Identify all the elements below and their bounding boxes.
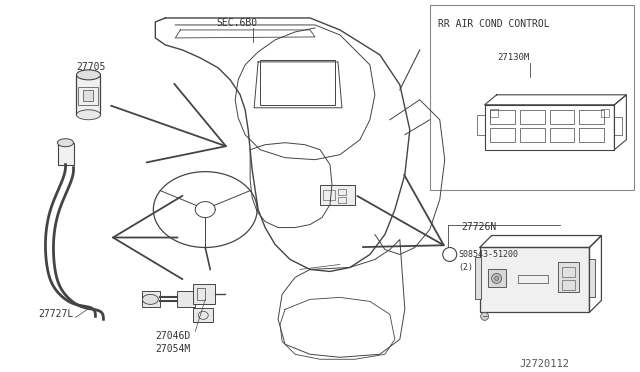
Bar (77, 75, 100, 115)
Ellipse shape (77, 70, 100, 80)
Bar (320, 185, 355, 205)
Bar (475, 257, 481, 299)
Text: SEC.6B0: SEC.6B0 (216, 18, 257, 28)
Ellipse shape (58, 139, 74, 147)
Text: 27130M: 27130M (498, 53, 530, 62)
Bar (490, 128, 515, 142)
Bar (561, 267, 575, 278)
Ellipse shape (492, 273, 502, 283)
Bar (323, 190, 335, 200)
Bar (550, 110, 575, 124)
Text: 27054M: 27054M (156, 344, 191, 354)
Bar (488, 269, 506, 288)
Bar (561, 280, 575, 291)
Text: 27705: 27705 (77, 62, 106, 72)
Bar (479, 247, 589, 312)
Text: 27727L: 27727L (38, 310, 74, 320)
Bar (602, 109, 609, 117)
Bar (58, 143, 74, 165)
Bar (430, 5, 634, 190)
Text: S08543-51200: S08543-51200 (459, 250, 518, 259)
Text: 27046D: 27046D (156, 331, 191, 341)
Text: RR AIR COND CONTROL: RR AIR COND CONTROL (438, 19, 549, 29)
Bar (518, 275, 548, 283)
Bar (557, 263, 579, 292)
Text: 27726N: 27726N (461, 222, 497, 231)
Bar (142, 291, 161, 307)
Bar (197, 288, 205, 300)
Bar (589, 259, 595, 297)
Bar (490, 110, 515, 124)
Bar (490, 109, 498, 117)
Ellipse shape (495, 276, 499, 280)
Ellipse shape (77, 110, 100, 120)
Bar (260, 60, 335, 105)
Text: (2): (2) (459, 263, 474, 272)
Bar (193, 285, 215, 304)
Bar (338, 189, 346, 195)
Bar (579, 110, 604, 124)
Bar (550, 128, 575, 142)
Bar (520, 110, 545, 124)
Bar (477, 115, 484, 135)
Bar (614, 117, 622, 135)
Bar (83, 90, 93, 101)
Bar (177, 291, 195, 307)
Bar (338, 196, 346, 203)
Ellipse shape (142, 294, 158, 304)
Bar (520, 128, 545, 142)
Circle shape (481, 312, 489, 320)
Bar (193, 308, 213, 323)
Text: J2720112: J2720112 (520, 359, 570, 369)
Bar (79, 87, 99, 105)
Bar (579, 128, 604, 142)
